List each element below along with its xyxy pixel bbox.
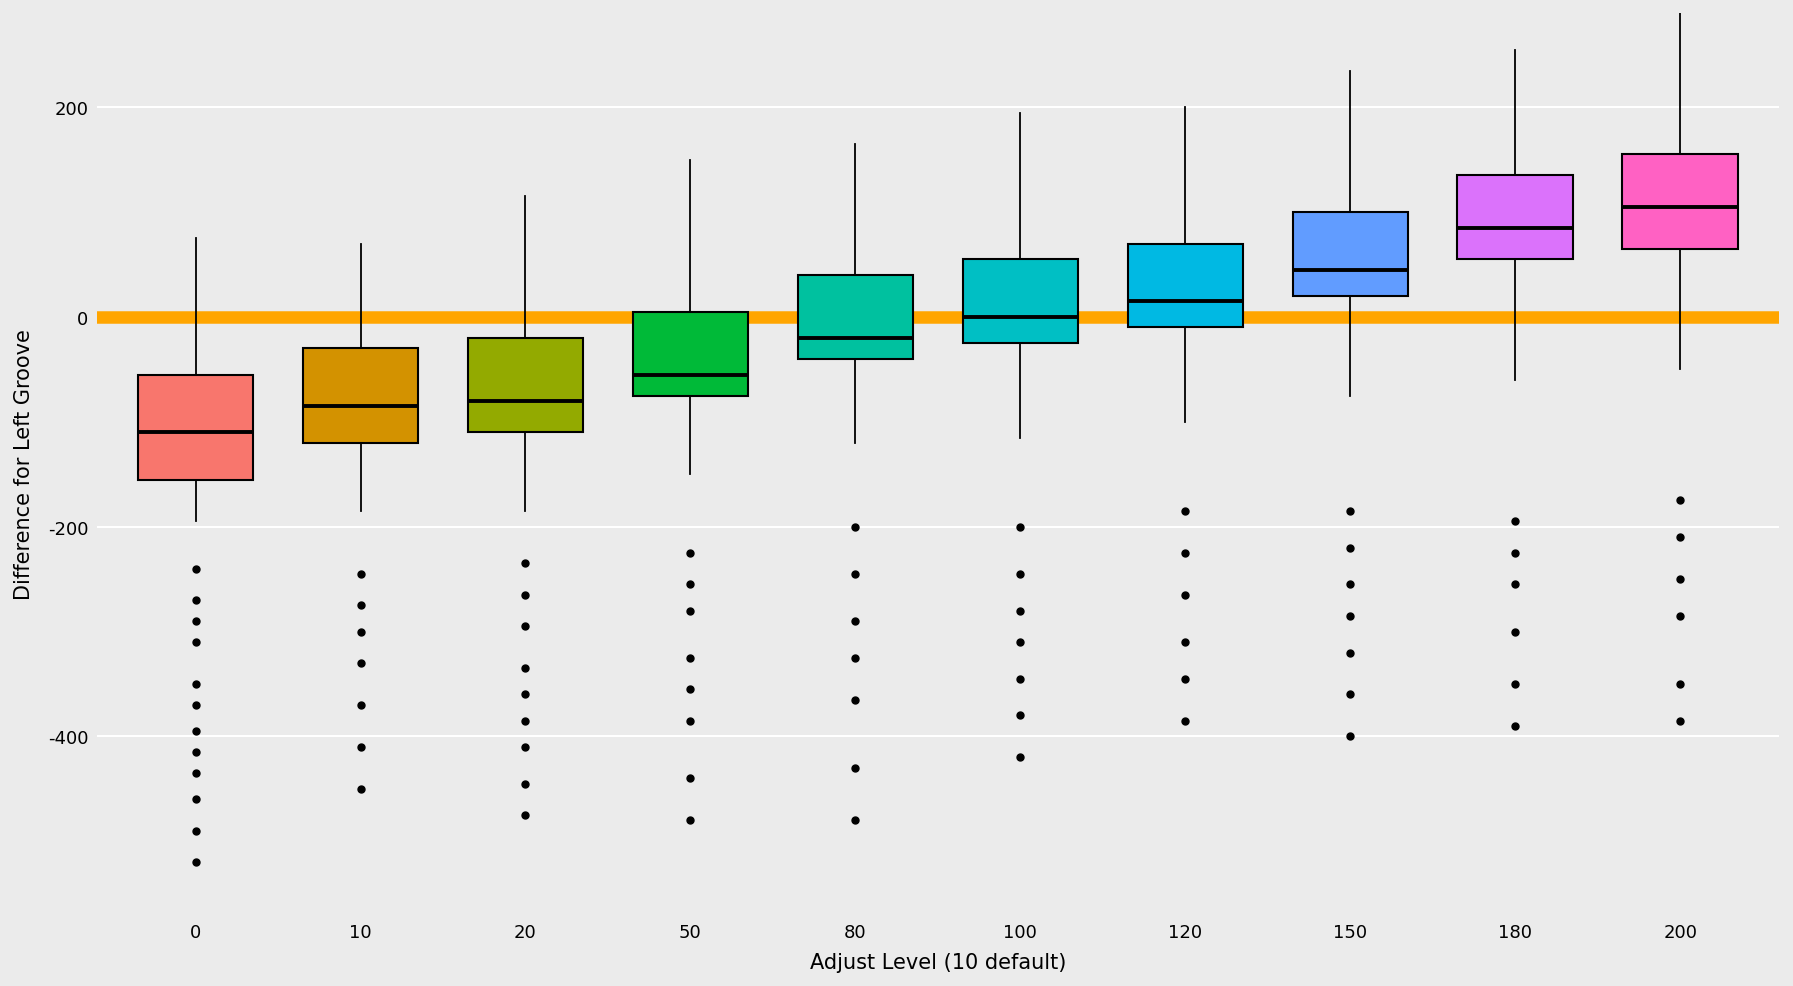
- X-axis label: Adjust Level (10 default): Adjust Level (10 default): [810, 952, 1067, 972]
- Bar: [633, 313, 748, 396]
- Bar: [798, 276, 913, 360]
- Bar: [1623, 155, 1737, 249]
- Y-axis label: Difference for Left Groove: Difference for Left Groove: [14, 329, 34, 599]
- Bar: [963, 260, 1078, 344]
- Bar: [1128, 245, 1243, 328]
- Bar: [1458, 176, 1572, 260]
- Bar: [468, 338, 583, 433]
- Bar: [1293, 213, 1408, 297]
- Bar: [138, 376, 253, 480]
- Bar: [303, 349, 418, 444]
